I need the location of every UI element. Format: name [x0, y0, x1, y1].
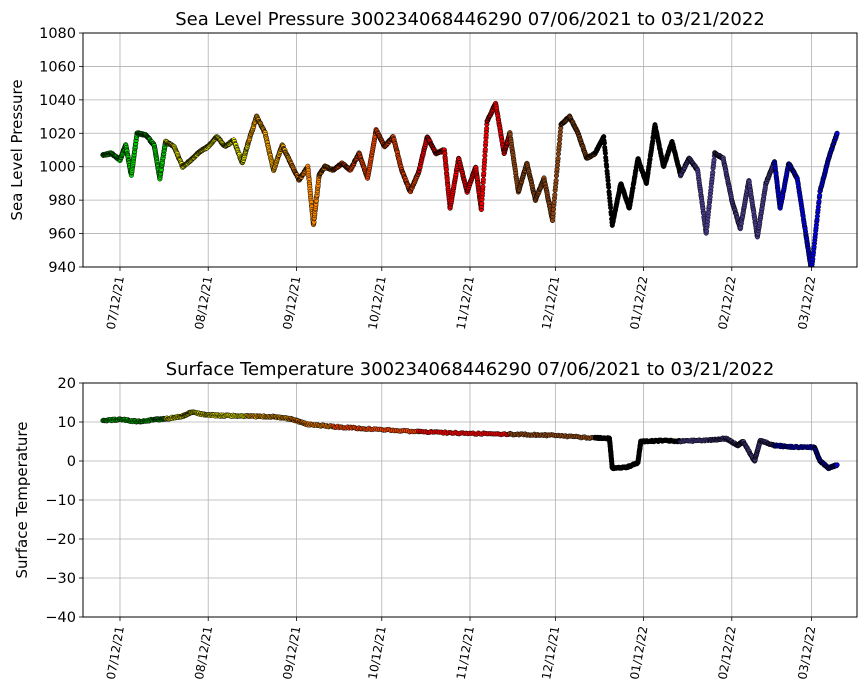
data-point: [601, 140, 607, 146]
x-tick-label: 08/12/21: [192, 625, 215, 681]
x-tick-label: 01/12/22: [627, 275, 650, 331]
y-tick-label: 1020: [39, 126, 76, 142]
y-tick-label: 980: [48, 193, 76, 209]
axes-frame: [82, 382, 858, 618]
y-tick-label: −30: [45, 571, 76, 587]
y-tick-label: 1080: [39, 26, 76, 42]
data-series: [678, 435, 778, 464]
data-series: [592, 122, 684, 228]
x-tick-label: 08/12/21: [192, 275, 215, 331]
pressure-chart: Sea Level Pressure 300234068446290 07/06…: [8, 9, 858, 331]
data-point: [555, 155, 561, 162]
x-tick-label: 09/12/21: [280, 275, 303, 331]
data-series: [162, 409, 251, 422]
data-series: [245, 413, 294, 423]
y-tick-label: 960: [48, 227, 76, 243]
y-tick-label: 1060: [39, 59, 76, 75]
data-point: [608, 205, 614, 211]
data-series: [416, 428, 513, 438]
data-series: [162, 134, 251, 170]
data-point: [602, 150, 608, 156]
x-tick-label: 03/12/22: [795, 625, 818, 681]
data-series: [330, 423, 422, 435]
grid: [83, 32, 857, 268]
x-tick-label: 02/12/22: [716, 275, 739, 331]
x-tick-label: 09/12/21: [280, 625, 303, 681]
data-point: [711, 157, 717, 163]
y-tick-label: 940: [48, 260, 76, 276]
x-tick-label: 11/12/21: [454, 625, 477, 681]
data-point: [710, 169, 716, 176]
data-point: [834, 130, 840, 136]
plot-area: [100, 100, 840, 267]
data-point: [550, 210, 556, 216]
data-series: [100, 130, 169, 182]
x-tick-label: 02/12/22: [716, 625, 739, 681]
x-tick-label: 07/12/21: [104, 275, 127, 331]
y-tick-label: 1000: [39, 160, 76, 176]
data-series: [507, 113, 598, 224]
chart-title: Surface Temperature 300234068446290 07/0…: [166, 359, 775, 380]
temperature-chart: Surface Temperature 300234068446290 07/0…: [13, 359, 858, 681]
y-tick-label: −10: [45, 493, 76, 509]
data-point: [834, 462, 840, 468]
data-point: [480, 177, 486, 183]
data-series: [245, 113, 294, 173]
data-point: [606, 184, 612, 190]
chart-title: Sea Level Pressure 300234068446290 07/06…: [175, 9, 765, 30]
data-point: [552, 192, 558, 198]
y-tick-label: 10: [58, 415, 76, 431]
y-tick-label: −40: [45, 610, 76, 626]
data-series: [288, 415, 336, 430]
y-axis-label: Surface Temperature: [13, 422, 31, 579]
axes-frame: [82, 32, 858, 268]
data-series: [592, 434, 684, 472]
x-tick-label: 12/12/21: [539, 625, 562, 681]
data-series: [771, 130, 840, 267]
x-tick-label: 10/12/21: [366, 625, 389, 681]
data-point: [604, 164, 610, 170]
data-point: [553, 177, 559, 184]
y-tick-label: −20: [45, 532, 76, 548]
data-series: [416, 100, 513, 213]
data-series: [288, 160, 336, 228]
x-tick-label: 10/12/21: [366, 275, 389, 331]
data-series: [678, 150, 778, 240]
y-tick-label: 0: [67, 454, 76, 470]
grid: [83, 382, 857, 618]
x-tick-label: 01/12/22: [627, 625, 650, 681]
data-series: [100, 415, 169, 425]
data-series: [330, 127, 422, 195]
plot-area: [100, 409, 840, 472]
y-tick-label: 20: [58, 376, 76, 392]
y-axis-label: Sea Level Pressure: [8, 79, 26, 220]
y-tick-label: 1040: [39, 93, 76, 109]
x-tick-label: 11/12/21: [454, 275, 477, 331]
x-tick-label: 07/12/21: [104, 625, 127, 681]
data-point: [480, 184, 486, 190]
data-series: [771, 442, 840, 472]
x-tick-label: 03/12/22: [795, 275, 818, 331]
data-series: [507, 430, 598, 441]
x-tick-label: 12/12/21: [539, 275, 562, 331]
